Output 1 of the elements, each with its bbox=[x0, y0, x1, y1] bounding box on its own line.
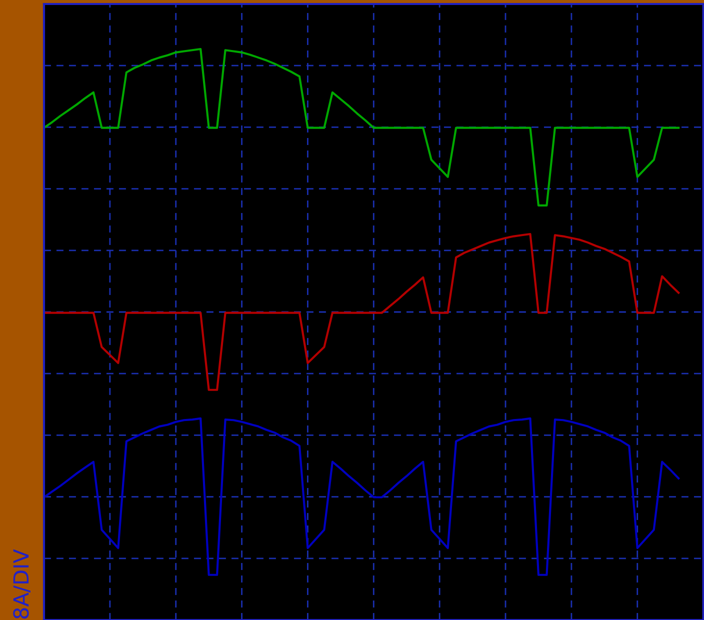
y-axis-title: 8A/DIV bbox=[13, 549, 30, 619]
